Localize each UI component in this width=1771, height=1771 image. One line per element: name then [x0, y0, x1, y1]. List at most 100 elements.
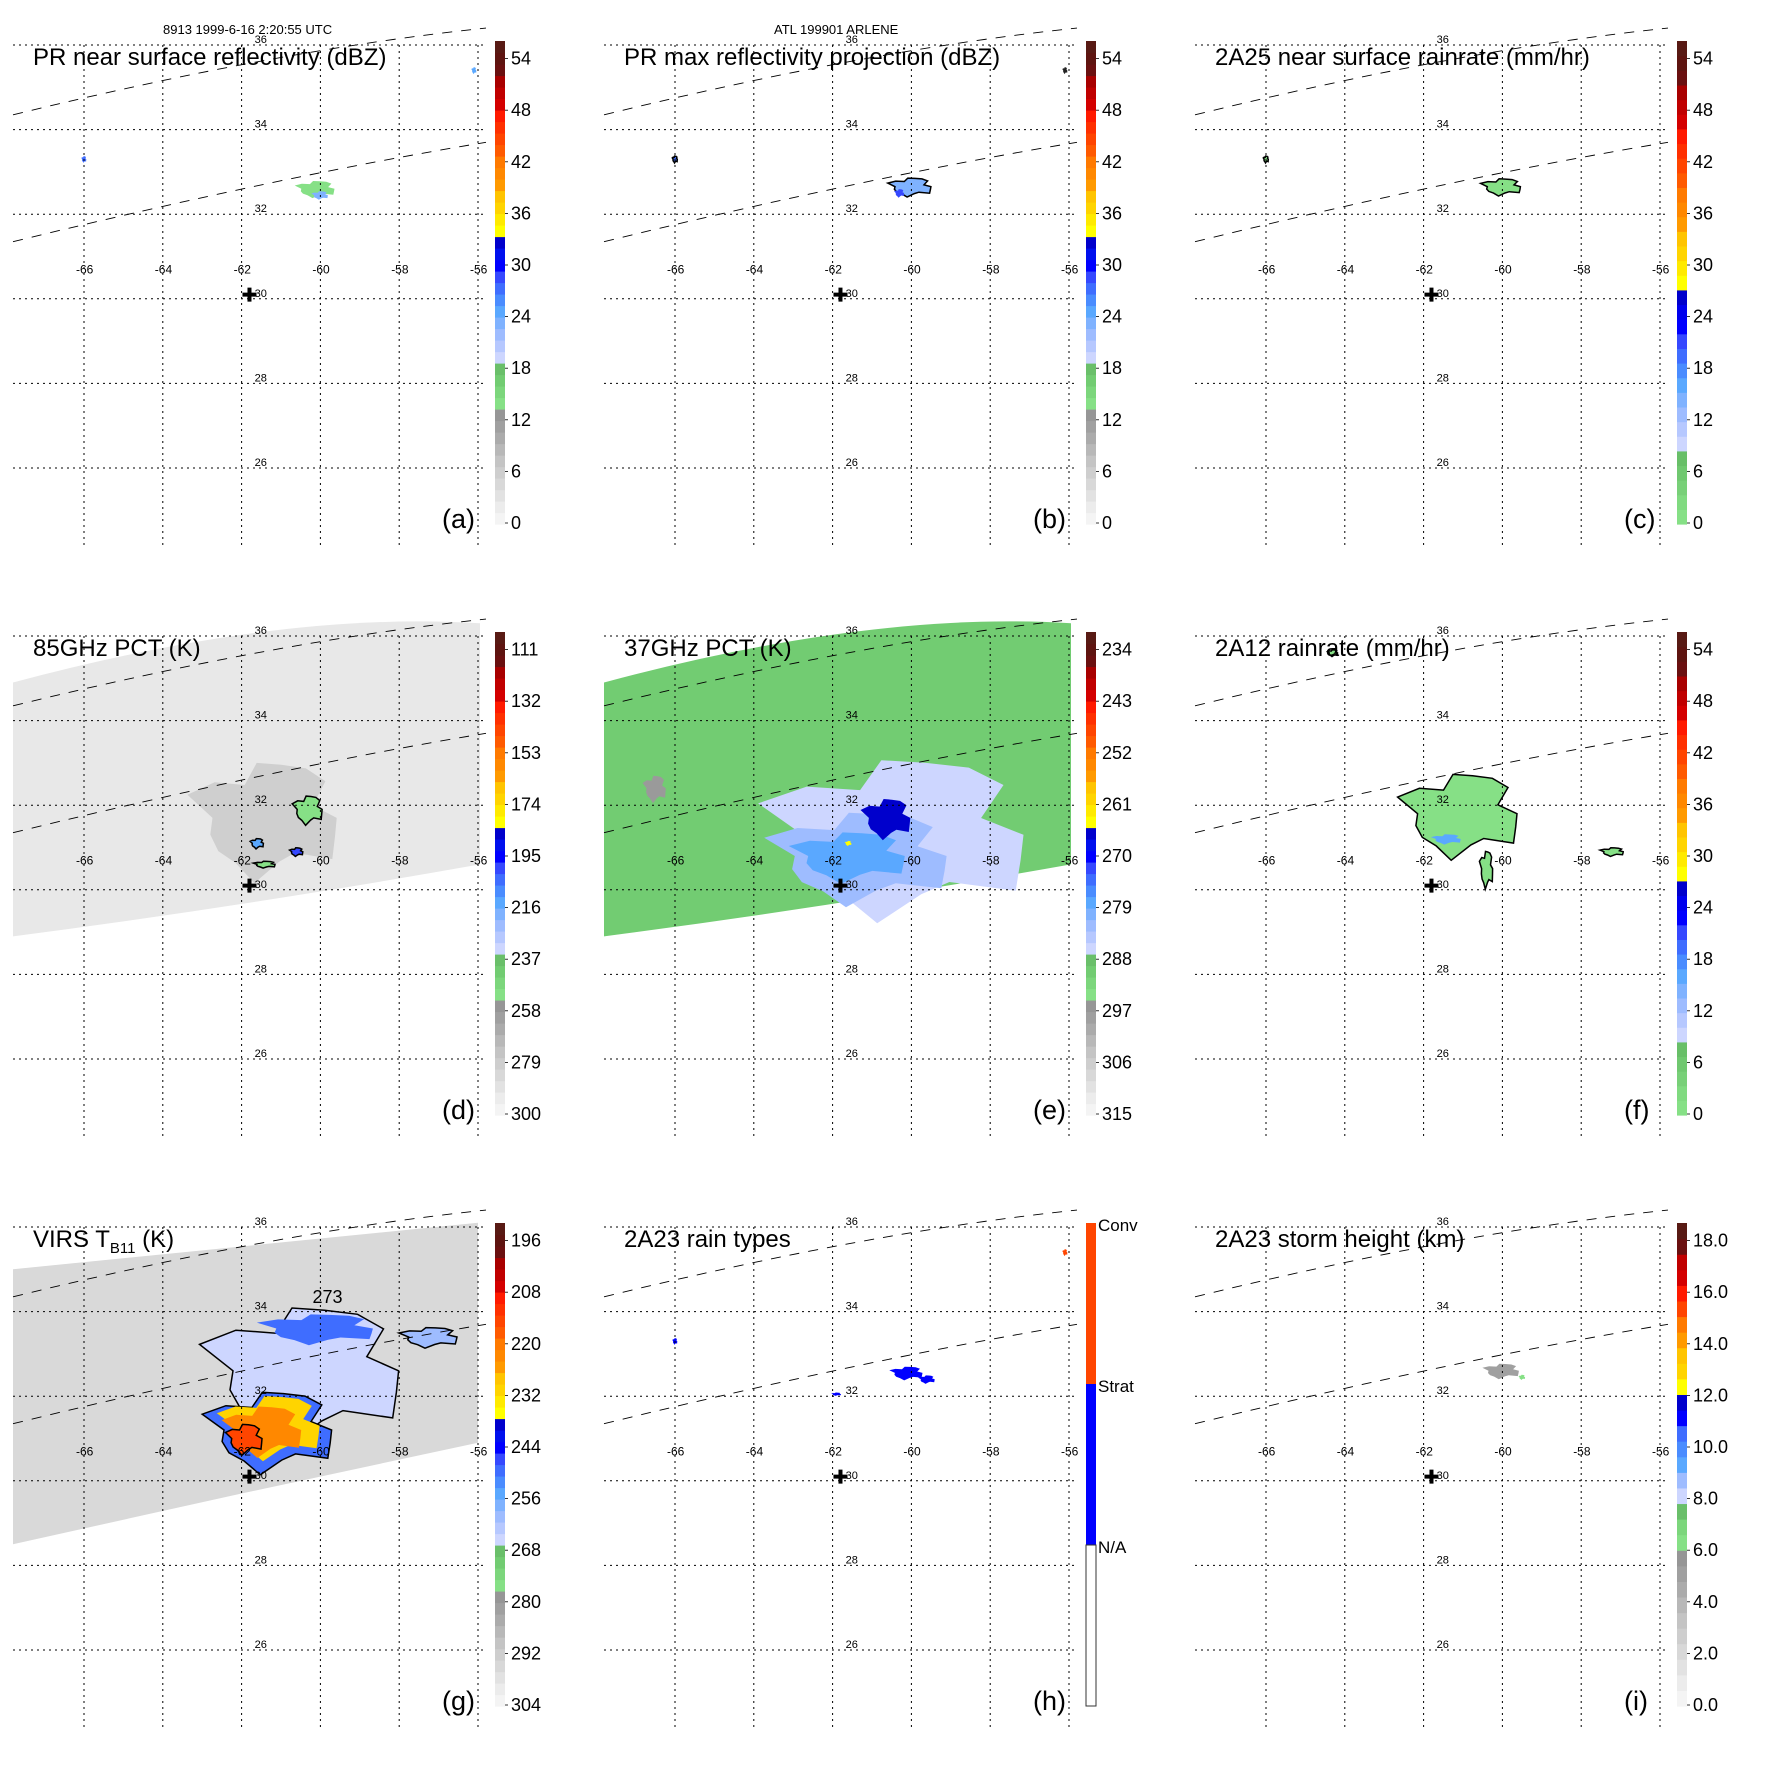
colorbar-segment [495, 386, 505, 399]
swath-edge-line [603, 141, 1078, 243]
colorbar-segment [1677, 690, 1687, 706]
colorbar-tick-label: 6 [511, 461, 521, 481]
colorbar-segment [1677, 406, 1687, 423]
rain-cluster [1478, 178, 1522, 197]
panel-label: (g) [442, 1686, 475, 1716]
lon-tick-label: -66 [1258, 1444, 1276, 1458]
lon-tick-label: -62 [234, 262, 252, 276]
colorbar-tick-label: 270 [1102, 846, 1132, 866]
pct85-swath [13, 621, 480, 937]
colorbar-tick-label: 18 [511, 358, 531, 378]
colorbar-tick-label: 306 [1102, 1052, 1132, 1072]
colorbar-segment [495, 248, 505, 261]
colorbar-tick-label: 2.0 [1693, 1643, 1718, 1663]
colorbar-segment [495, 1522, 505, 1535]
colorbar-segment [1677, 1223, 1687, 1240]
colorbar-segment [495, 919, 505, 932]
colorbar-segment [1086, 328, 1096, 341]
lat-tick-label: 34 [1437, 1301, 1449, 1313]
colorbar-segment [1677, 1596, 1687, 1614]
lat-tick-label: 34 [846, 119, 858, 131]
colorbar-segment [1086, 724, 1096, 737]
colorbar-segment [1086, 816, 1096, 829]
colorbar-segment [1086, 770, 1096, 783]
panel-label: (d) [442, 1095, 475, 1125]
colorbar-tick-label: 36 [1693, 794, 1713, 814]
pct37-core [860, 799, 911, 841]
colorbar-segment [1677, 719, 1687, 736]
lon-tick-label: -62 [1416, 262, 1434, 276]
panel-f: 36 34 32 30 28 26 -66 -64 -62 -60 -58 -56 2A12 rainr… [1194, 618, 1713, 1139]
panel-label: (i) [1624, 1686, 1648, 1716]
colorbar-segment [1086, 386, 1096, 399]
colorbar-tick-label: 12 [1693, 410, 1713, 430]
colorbar-segment [1677, 172, 1687, 188]
lat-tick-label: 32 [846, 1385, 858, 1397]
colorbar-segment [495, 1223, 505, 1236]
colorbar-segment [495, 98, 505, 111]
colorbar-segment [495, 420, 505, 433]
colorbar-segment [495, 179, 505, 192]
colorbar-segment [495, 340, 505, 353]
colorbar-segment [1677, 465, 1687, 481]
colorbar-segment [495, 213, 505, 226]
panel-label: (c) [1624, 504, 1655, 534]
colorbar-segment [495, 443, 505, 456]
lon-tick-label: -60 [903, 262, 921, 276]
colorbar-tick-label: 12.0 [1693, 1385, 1728, 1405]
colorbar-segment [1086, 317, 1096, 330]
rain-area [1396, 773, 1518, 862]
panel-title-subscript: B11 [110, 1240, 136, 1257]
lon-tick-label: -64 [1337, 262, 1355, 276]
colorbar-tick-label: 256 [511, 1489, 541, 1509]
colorbar-segment [1086, 351, 1096, 364]
colorbar-segment [1677, 392, 1687, 408]
lat-tick-label: 36 [1437, 34, 1449, 46]
colorbar-segment [1677, 187, 1687, 203]
colorbar-segment [495, 1648, 505, 1661]
colorbar-segment [1086, 64, 1096, 77]
swath-edge-line [603, 1323, 1078, 1425]
colorbar-tick-label: 196 [511, 1231, 541, 1251]
colorbar-segment [495, 328, 505, 341]
colorbar-segment [495, 1023, 505, 1036]
colorbar-tick-label: 297 [1102, 1001, 1132, 1021]
colorbar-segment [1677, 822, 1687, 838]
colorbar-segment [1086, 144, 1096, 157]
colorbar-segment [495, 282, 505, 295]
colorbar-segment [1086, 133, 1096, 146]
swath-edge-line [603, 1209, 1078, 1298]
colorbar-segment [495, 351, 505, 364]
lat-tick-label: 36 [1437, 625, 1449, 637]
lat-tick-label: 28 [846, 1554, 858, 1566]
colorbar-segment [1086, 489, 1096, 502]
colorbar-segment [1086, 850, 1096, 863]
lat-tick-label: 34 [846, 1301, 858, 1313]
colorbar-segment [495, 489, 505, 502]
colorbar-segment [495, 294, 505, 307]
swath-edge-line [1194, 1209, 1669, 1298]
colorbar-segment [1677, 807, 1687, 823]
lon-tick-label: -66 [667, 1444, 685, 1458]
colorbar-segment [495, 1694, 505, 1707]
colorbar-tick-label: 132 [511, 691, 541, 711]
colorbar-segment [1677, 1056, 1687, 1072]
pct85-cold-cell [250, 860, 276, 869]
colorbar-segment [1086, 294, 1096, 307]
colorbar-segment [495, 1349, 505, 1362]
panel-title: 37GHz PCT (K) [624, 635, 792, 662]
colorbar-tick-label: 300 [511, 1104, 541, 1124]
lon-tick-label: -60 [1494, 1444, 1512, 1458]
colorbar-segment [495, 1034, 505, 1047]
colorbar-segment [495, 1395, 505, 1408]
colorbar-segment [495, 850, 505, 863]
colorbar-segment [495, 1545, 505, 1558]
colorbar-segment [1086, 747, 1096, 760]
panel-title: PR near surface reflectivity (dBZ) [33, 44, 386, 71]
lon-tick-label: -64 [155, 853, 173, 867]
lat-tick-label: 32 [1437, 203, 1449, 215]
colorbar-tick-label: 48 [511, 100, 531, 120]
rain-band [1478, 850, 1494, 892]
